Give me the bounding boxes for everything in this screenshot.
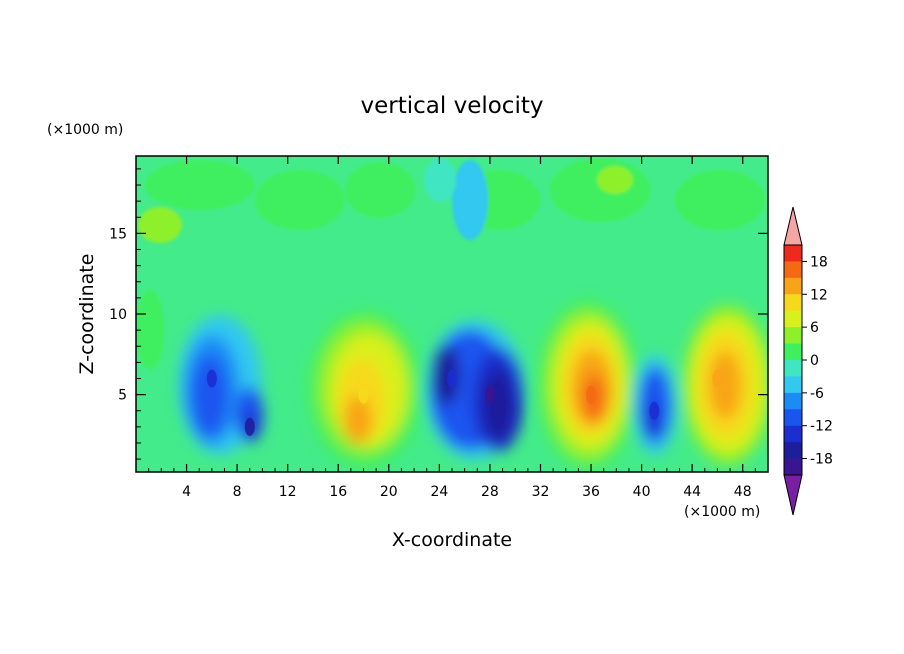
x-tick-label-12: 12 [279,484,297,500]
x-tick-label-28: 28 [481,484,499,500]
cell-value-markers [206,369,723,436]
y-axis-units: (×1000 m) [47,122,123,138]
colorbar-band [784,425,802,443]
x-axis-title: X-coordinate [392,529,512,551]
chart-title: vertical velocity [361,93,544,119]
colorbar-band [784,261,802,279]
colorbar-min-triangle [783,474,803,516]
x-tick-label-16: 16 [329,484,347,500]
colorbar-band [784,277,802,295]
colorbar-band [784,294,802,312]
y-tick-label-10: 10 [109,307,127,323]
colorbar-band [784,343,802,361]
x-tick-label-8: 8 [233,484,242,500]
y-tick-label-5: 5 [118,388,127,404]
x-tick-label-32: 32 [532,484,550,500]
colorbar-band [784,392,802,410]
cell-core-3 [447,369,457,388]
y-axis-title: Z-coordinate [76,254,98,375]
cell-core-4 [484,385,495,404]
heatmap-field [136,156,768,472]
colorbar: 18 12 6 0 -6 -12 -18 [783,206,833,516]
cell-core-5 [586,385,597,404]
x-tick-label-36: 36 [582,484,600,500]
x-tick-label-44: 44 [683,484,701,500]
colorbar-label--6: -6 [810,386,824,402]
x-tick-label-40: 40 [633,484,651,500]
y-axis: 5 10 15 [109,168,768,460]
x-axis: 4 8 12 16 20 24 28 32 36 40 44 48 [148,156,756,500]
cell-core-0 [206,369,217,388]
colorbar-band [784,409,802,427]
colorbar-label--12: -12 [810,419,833,435]
colorbar-label-12: 12 [810,287,828,303]
x-tick-label-20: 20 [380,484,398,500]
colorbar-band [784,245,802,262]
colorbar-band [784,376,802,394]
colorbar-band [784,310,802,328]
colorbar-band [784,458,802,476]
colorbar-max-triangle [783,206,803,246]
cell-core-1 [244,417,255,436]
colorbar-band [784,442,802,460]
colorbar-band [784,327,802,345]
colorbar-label-0: 0 [810,353,819,369]
colorbar-label-6: 6 [810,320,819,336]
cell-core-2 [358,385,369,404]
colorbar-band [784,360,802,377]
colorbar-label--18: -18 [810,452,833,468]
x-tick-label-24: 24 [430,484,448,500]
x-tick-label-48: 48 [734,484,752,500]
cell-core-7 [712,369,723,388]
y-tick-label-15: 15 [109,226,127,242]
x-axis-units: (×1000 m) [684,504,760,520]
colorbar-label-18: 18 [810,254,828,270]
x-tick-label-4: 4 [182,484,191,500]
upper-turbulence [136,158,765,370]
cell-core-6 [649,401,660,420]
